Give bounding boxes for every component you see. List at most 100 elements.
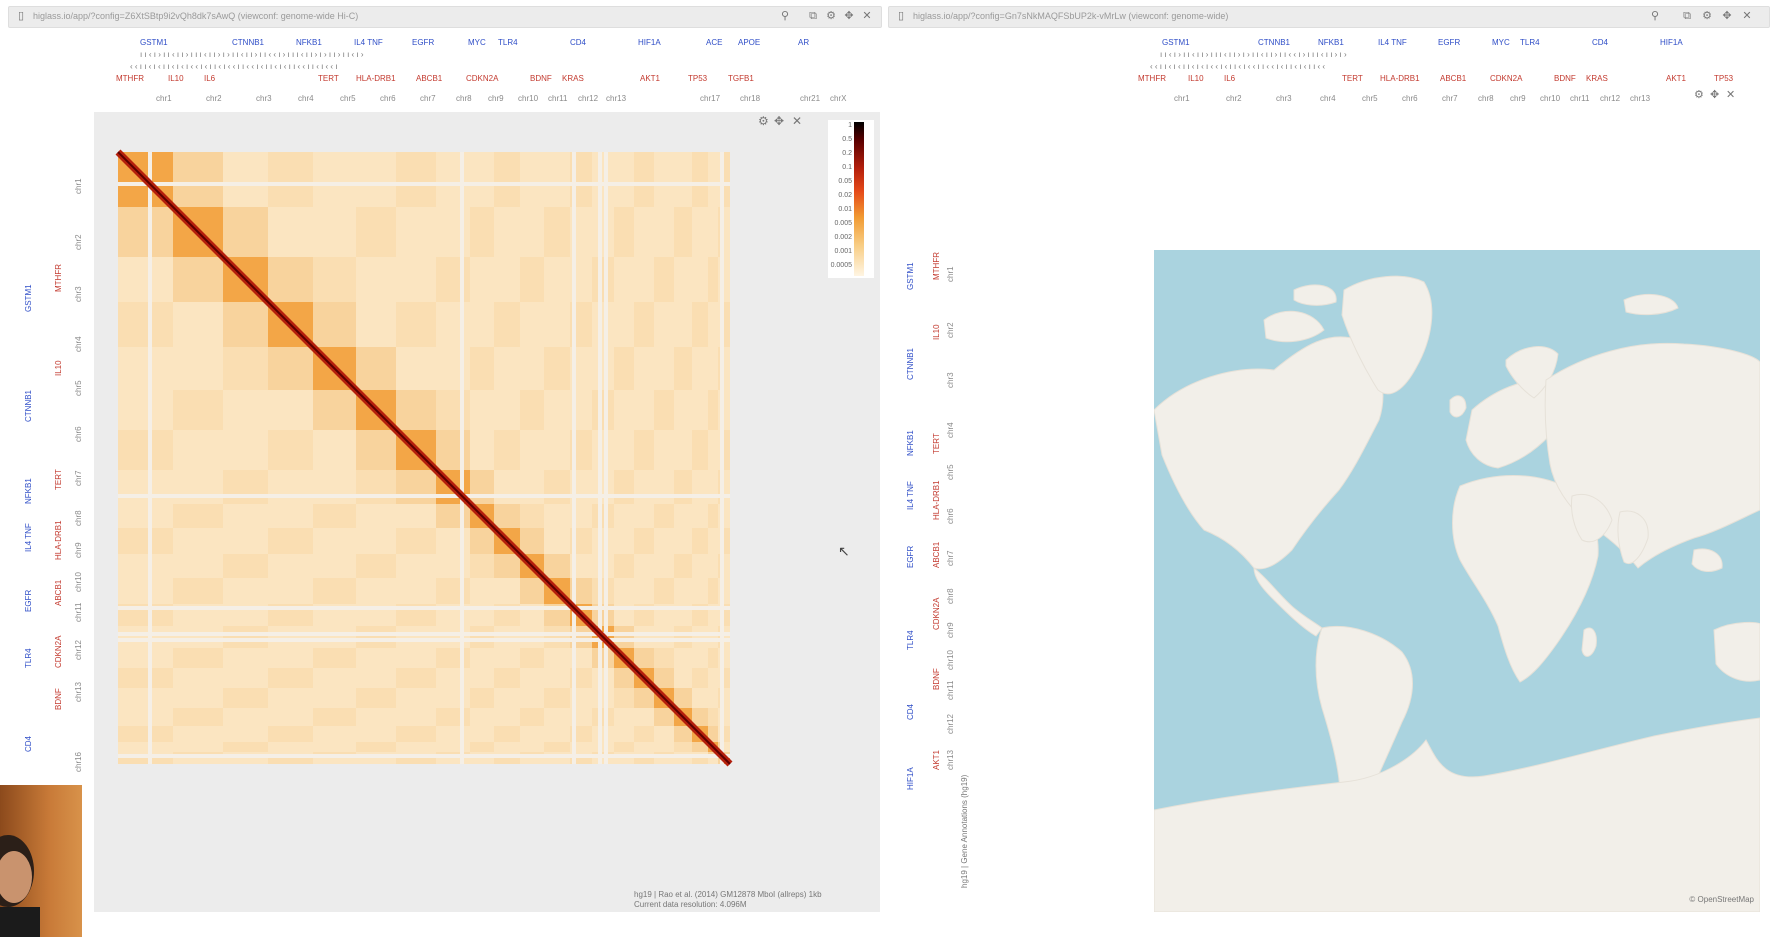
matrix-block bbox=[268, 668, 313, 688]
copy-icon[interactable]: ⧉ bbox=[1683, 10, 1691, 22]
colorbar-label: 0.002 bbox=[834, 234, 852, 241]
matrix-block bbox=[173, 708, 223, 726]
settings-icon[interactable]: ⚙ bbox=[826, 10, 836, 22]
move-icon[interactable]: ✥ bbox=[1722, 10, 1732, 22]
matrix-block bbox=[356, 152, 396, 207]
matrix-block bbox=[724, 604, 730, 626]
matrix-block bbox=[634, 207, 654, 257]
gene-label: EGFR bbox=[906, 545, 915, 568]
matrix-block bbox=[396, 688, 436, 708]
move-icon[interactable]: ✥ bbox=[844, 10, 854, 22]
matrix-block bbox=[173, 257, 223, 302]
gene-label: CTNNB1 bbox=[1258, 38, 1291, 47]
matrix-block bbox=[470, 688, 494, 708]
matrix-block bbox=[173, 626, 223, 648]
matrix-block bbox=[223, 758, 268, 764]
matrix-block bbox=[544, 708, 570, 726]
settings-icon[interactable]: ⚙ bbox=[1702, 10, 1712, 22]
matrix-block bbox=[223, 648, 268, 668]
matrix-block bbox=[356, 668, 396, 688]
matrix-block bbox=[520, 626, 544, 648]
matrix-block bbox=[692, 302, 708, 347]
matrix-block bbox=[173, 390, 223, 430]
matrix-block bbox=[268, 648, 313, 668]
matrix-block bbox=[494, 648, 520, 668]
chrom-label: chr12 bbox=[578, 94, 599, 103]
matrix-block bbox=[313, 578, 356, 604]
copy-icon[interactable]: ⧉ bbox=[809, 10, 817, 22]
page-icon: ▯ bbox=[897, 10, 905, 22]
matrix-block bbox=[634, 528, 654, 554]
close-icon[interactable]: ✕ bbox=[792, 114, 803, 128]
settings-icon[interactable]: ⚙ bbox=[1694, 89, 1704, 101]
matrix-block bbox=[520, 347, 544, 390]
matrix-block bbox=[173, 742, 223, 752]
matrix-block bbox=[654, 708, 674, 726]
matrix-block bbox=[313, 257, 356, 302]
matrix-block bbox=[470, 207, 494, 257]
search-icon[interactable]: ⚲ bbox=[1650, 10, 1660, 22]
matrix-block bbox=[470, 742, 494, 752]
search-icon[interactable]: ⚲ bbox=[780, 10, 790, 22]
chrom-label: chr13 bbox=[1630, 94, 1651, 103]
matrix-gap bbox=[118, 638, 730, 642]
gene-label: HIF1A bbox=[638, 38, 661, 47]
osm-map-track[interactable]: © OpenStreetMap bbox=[1154, 250, 1760, 912]
matrix-block bbox=[313, 648, 356, 668]
matrix-block bbox=[396, 742, 436, 752]
gene-label: AKT1 bbox=[1666, 74, 1687, 83]
matrix-block bbox=[118, 578, 173, 604]
close-icon[interactable]: ✕ bbox=[1726, 89, 1736, 101]
world-map[interactable] bbox=[1154, 250, 1760, 912]
gene-label: GSTM1 bbox=[140, 38, 168, 47]
matrix-block bbox=[634, 742, 654, 752]
matrix-block bbox=[356, 554, 396, 578]
gene-label: BDNF bbox=[54, 688, 63, 710]
heatmap-colorbar[interactable]: 1 0.5 0.2 0.1 0.05 0.02 0.01 0.005 0.002… bbox=[828, 120, 874, 278]
matrix-block bbox=[436, 758, 470, 764]
gene-label: TLR4 bbox=[498, 38, 518, 47]
settings-icon[interactable]: ⚙ bbox=[758, 114, 769, 128]
right-url-bar[interactable]: ▯ higlass.io/app/?config=Gn7sNkMAQFSbUP2… bbox=[888, 6, 1770, 28]
matrix-block bbox=[313, 554, 356, 578]
hic-heatmap-track[interactable]: ⚙ ✥ ✕ hg19 | Rao et al. (2014) GM12878 M… bbox=[94, 112, 880, 912]
matrix-block bbox=[614, 207, 634, 257]
matrix-block bbox=[396, 347, 436, 390]
matrix-block bbox=[674, 758, 692, 764]
chrom-label: chr7 bbox=[420, 94, 436, 103]
contact-matrix[interactable] bbox=[94, 112, 880, 912]
move-icon[interactable]: ✥ bbox=[1710, 89, 1720, 101]
matrix-block bbox=[268, 742, 313, 752]
gene-label: HIF1A bbox=[1660, 38, 1683, 47]
matrix-block bbox=[614, 688, 634, 708]
matrix-block bbox=[470, 302, 494, 347]
matrix-block bbox=[724, 207, 730, 257]
close-icon[interactable]: ✕ bbox=[1742, 10, 1752, 22]
move-icon[interactable]: ✥ bbox=[774, 114, 785, 128]
matrix-block bbox=[223, 668, 268, 688]
matrix-block bbox=[692, 626, 708, 648]
chrom-label: chr21 bbox=[800, 94, 821, 103]
left-url-bar[interactable]: ▯ higlass.io/app/?config=Z6XtSBtp9i2vQh8… bbox=[8, 6, 882, 28]
matrix-block bbox=[520, 528, 544, 554]
matrix-block bbox=[592, 758, 614, 764]
matrix-block bbox=[436, 742, 470, 752]
matrix-gap bbox=[460, 152, 464, 764]
matrix-block bbox=[692, 430, 708, 470]
matrix-block bbox=[544, 554, 570, 578]
matrix-block bbox=[614, 554, 634, 578]
gene-label: NFKB1 bbox=[24, 478, 33, 504]
matrix-block bbox=[708, 688, 718, 708]
matrix-block bbox=[436, 668, 470, 688]
matrix-block bbox=[396, 626, 436, 648]
matrix-block bbox=[223, 726, 268, 742]
vertical-track-credit: hg19 | Gene Annotations (hg19) bbox=[960, 774, 969, 888]
matrix-block bbox=[356, 626, 396, 648]
top-gene-track-minus-labels: MTHFR IL10 IL6 TERT HLA-DRB1 ABCB1 CDKN2… bbox=[0, 74, 880, 86]
matrix-block bbox=[268, 257, 313, 302]
matrix-block bbox=[654, 626, 674, 648]
close-icon[interactable]: ✕ bbox=[862, 10, 872, 22]
colorbar-label: 0.01 bbox=[838, 206, 852, 213]
gene-label: TERT bbox=[932, 433, 941, 454]
matrix-block bbox=[396, 554, 436, 578]
